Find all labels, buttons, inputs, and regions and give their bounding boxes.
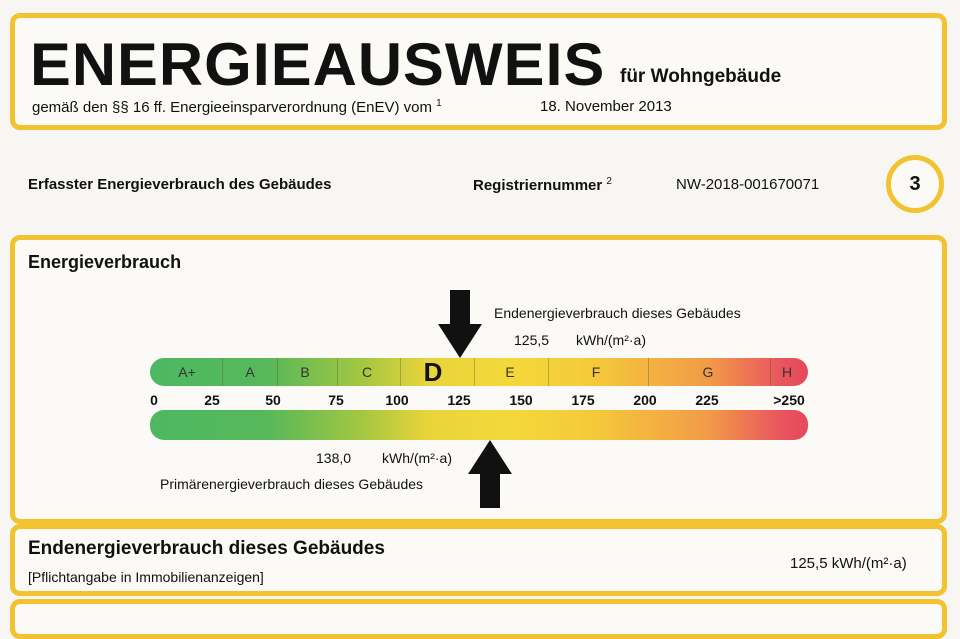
class-label: G — [702, 364, 714, 380]
summary-value: 125,5 kWh/(m²·a) — [790, 555, 907, 572]
scale-tick: 25 — [204, 392, 220, 408]
class-label: E — [505, 364, 515, 380]
next-section-box — [10, 599, 947, 639]
summary-box — [10, 524, 947, 596]
scale-tick: 150 — [509, 392, 533, 408]
footnote: 1 — [436, 98, 442, 109]
class-divider — [337, 358, 338, 386]
registration-label-text: Registriernummer — [473, 177, 603, 194]
class-label: C — [361, 364, 373, 380]
primary-energy-value: 138,0 — [316, 450, 352, 466]
class-label: B — [300, 364, 310, 380]
footnote: 2 — [606, 176, 612, 187]
enev-date: 18. November 2013 — [540, 98, 672, 115]
final-energy-arrow-icon — [438, 290, 482, 358]
class-divider — [548, 358, 549, 386]
scale-tick: 225 — [695, 392, 719, 408]
scale-tick: >250 — [773, 392, 805, 408]
legal-text: gemäß den §§ 16 ff. Energieeinsparverord… — [32, 99, 432, 116]
class-divider — [648, 358, 649, 386]
header-box — [10, 13, 947, 130]
scale-tick: 100 — [385, 392, 409, 408]
energy-heading: Energieverbrauch — [28, 252, 182, 272]
class-label: H — [781, 364, 793, 380]
final-energy-value: 125,5 — [514, 332, 550, 348]
registration-label: Registriernummer 2 — [473, 176, 612, 194]
page-number-badge: 3 — [886, 155, 944, 213]
primary-energy-unit: kWh/(m²·a) — [382, 450, 452, 466]
document-title: ENERGIEAUSWEIS — [30, 31, 606, 98]
class-label: A+ — [178, 364, 196, 380]
class-divider — [474, 358, 475, 386]
scale-tick: 0 — [150, 392, 158, 408]
active-class-label: D — [423, 357, 443, 387]
class-label: F — [591, 364, 601, 380]
primary-energy-arrow-icon — [468, 440, 512, 508]
scale-tick: 50 — [265, 392, 281, 408]
scale-tick: 125 — [447, 392, 471, 408]
building-type: für Wohngebäude — [620, 66, 782, 87]
class-divider — [277, 358, 278, 386]
class-divider — [400, 358, 401, 386]
final-energy-label: Endenergieverbrauch dieses Gebäudes — [494, 305, 741, 321]
scale-tick: 200 — [633, 392, 657, 408]
recorded-consumption-label: Erfasster Energieverbrauch des Gebäudes — [28, 176, 332, 193]
class-divider — [222, 358, 223, 386]
scale-tick: 75 — [328, 392, 344, 408]
primary-energy-label: Primärenergieverbrauch dieses Gebäudes — [160, 476, 424, 492]
scale-tick: 175 — [571, 392, 595, 408]
class-divider — [770, 358, 771, 386]
efficiency-scale-top: A+ A B C D E F G H — [150, 357, 808, 387]
efficiency-scale-bottom — [150, 410, 808, 440]
registration-number: NW-2018-001670071 — [676, 176, 820, 193]
summary-title: Endenergieverbrauch dieses Gebäudes — [28, 538, 385, 559]
final-energy-unit: kWh/(m²·a) — [576, 332, 646, 348]
legal-basis: gemäß den §§ 16 ff. Energieeinsparverord… — [32, 98, 442, 116]
summary-note: [Pflichtangabe in Immobilienanzeigen] — [28, 569, 264, 585]
class-label: A — [245, 364, 255, 380]
